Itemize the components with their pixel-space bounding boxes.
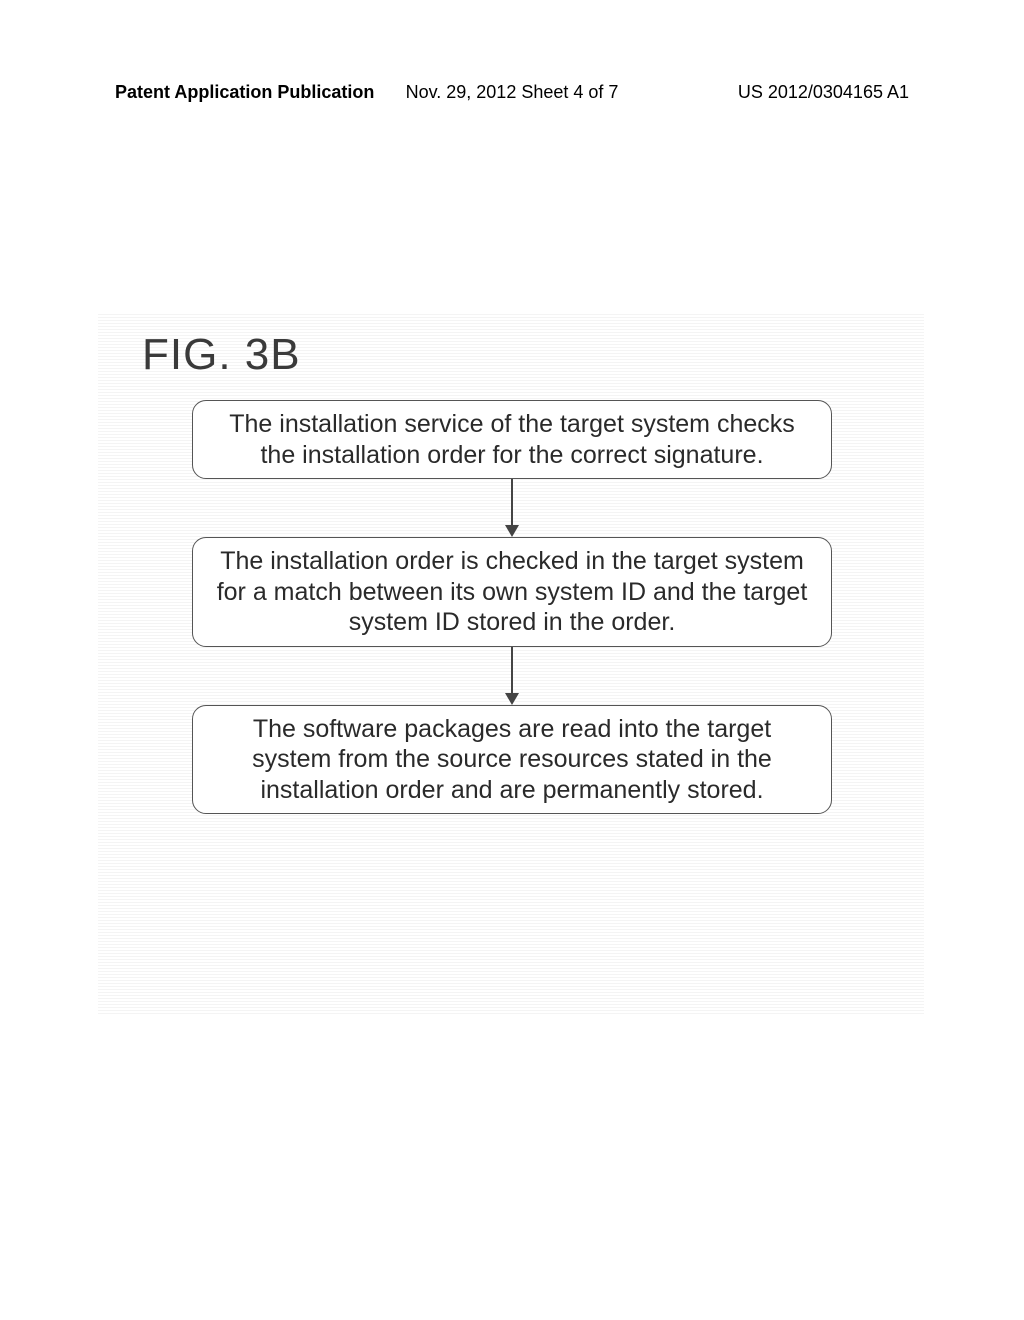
flow-step-3: The software packages are read into the …	[192, 705, 832, 815]
flow-step-1: The installation service of the target s…	[192, 400, 832, 479]
header-patent-number: US 2012/0304165 A1	[738, 82, 909, 103]
arrow-head-icon	[505, 525, 519, 537]
arrow-line	[511, 479, 513, 525]
arrow-head-icon	[505, 693, 519, 705]
figure-label: FIG. 3B	[142, 330, 882, 380]
header-publication-type: Patent Application Publication	[115, 82, 374, 103]
flow-arrow-2	[511, 647, 513, 705]
flow-arrow-1	[511, 479, 513, 537]
flowchart: The installation service of the target s…	[142, 400, 882, 814]
arrow-line	[511, 647, 513, 693]
flow-step-2: The installation order is checked in the…	[192, 537, 832, 647]
header-date-sheet: Nov. 29, 2012 Sheet 4 of 7	[406, 82, 619, 103]
figure-content: FIG. 3B The installation service of the …	[142, 330, 882, 814]
page-header: Patent Application Publication Nov. 29, …	[0, 82, 1024, 103]
